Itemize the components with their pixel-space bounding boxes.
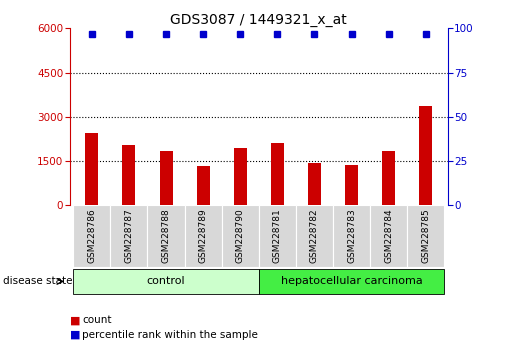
- Text: GSM228788: GSM228788: [162, 209, 170, 263]
- Text: hepatocellular carcinoma: hepatocellular carcinoma: [281, 276, 422, 286]
- Bar: [308, 163, 321, 205]
- Bar: [407, 205, 444, 267]
- Text: GSM228782: GSM228782: [310, 209, 319, 263]
- Bar: [345, 165, 358, 205]
- Text: GSM228790: GSM228790: [236, 209, 245, 263]
- Text: GSM228783: GSM228783: [347, 209, 356, 263]
- Text: ■: ■: [70, 330, 80, 339]
- Bar: [221, 205, 259, 267]
- Bar: [85, 133, 98, 205]
- Text: ■: ■: [70, 315, 80, 325]
- Bar: [296, 205, 333, 267]
- Bar: [160, 151, 173, 205]
- Bar: [123, 145, 135, 205]
- Title: GDS3087 / 1449321_x_at: GDS3087 / 1449321_x_at: [170, 13, 347, 27]
- Bar: [333, 205, 370, 267]
- Text: GSM228789: GSM228789: [199, 209, 208, 263]
- Text: GSM228785: GSM228785: [421, 209, 431, 263]
- Text: control: control: [147, 276, 185, 286]
- Bar: [382, 151, 395, 205]
- Bar: [73, 205, 110, 267]
- Text: GSM228787: GSM228787: [125, 209, 133, 263]
- Bar: [234, 148, 247, 205]
- Bar: [259, 269, 444, 294]
- Bar: [419, 107, 432, 205]
- Text: GSM228784: GSM228784: [384, 209, 393, 263]
- Text: percentile rank within the sample: percentile rank within the sample: [82, 330, 259, 339]
- Text: disease state: disease state: [3, 276, 72, 286]
- Bar: [184, 205, 221, 267]
- Bar: [271, 143, 284, 205]
- Text: GSM228781: GSM228781: [273, 209, 282, 263]
- Text: GSM228786: GSM228786: [87, 209, 96, 263]
- Bar: [197, 166, 210, 205]
- Text: count: count: [82, 315, 112, 325]
- Bar: [110, 205, 147, 267]
- Bar: [259, 205, 296, 267]
- Bar: [147, 205, 184, 267]
- Bar: [73, 269, 259, 294]
- Bar: [370, 205, 407, 267]
